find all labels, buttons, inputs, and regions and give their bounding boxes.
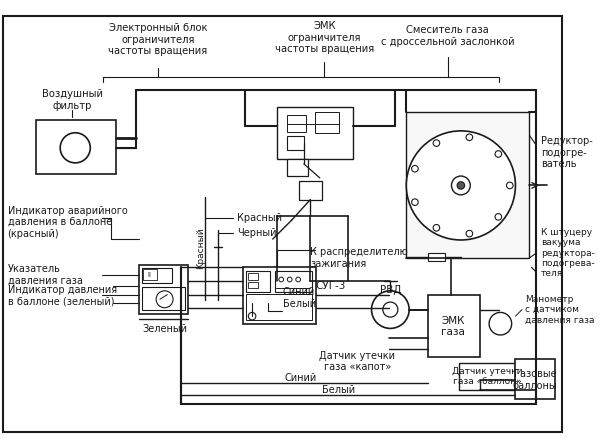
Text: Указатель
давления газа: Указатель давления газа [8, 264, 82, 285]
Bar [299, 181, 322, 199]
Text: РВД: РВД [380, 285, 401, 295]
Bar [247, 293, 312, 320]
Circle shape [412, 165, 418, 172]
Circle shape [451, 176, 470, 195]
Circle shape [495, 214, 502, 220]
Text: ЭМК
газа: ЭМК газа [442, 316, 465, 337]
Text: Индикатор аварийного
давления в баллоне
(красный): Индикатор аварийного давления в баллоне … [8, 206, 127, 239]
Text: Синий: Синий [285, 373, 317, 383]
Bar [515, 359, 555, 399]
Bar [275, 271, 312, 292]
Circle shape [466, 134, 473, 141]
Bar [248, 282, 258, 288]
Text: Синий: Синий [283, 287, 315, 297]
Circle shape [383, 302, 398, 317]
Circle shape [279, 277, 284, 282]
Text: Красный: Красный [237, 213, 282, 224]
Circle shape [60, 133, 90, 163]
Circle shape [466, 230, 473, 237]
Bar [142, 268, 172, 283]
Bar [459, 363, 515, 390]
Text: СУГ-3: СУГ-3 [315, 281, 346, 291]
Circle shape [287, 277, 292, 282]
Bar [428, 253, 445, 261]
Bar [247, 271, 270, 292]
Circle shape [156, 291, 173, 308]
Circle shape [406, 131, 515, 240]
Bar [428, 296, 479, 357]
Circle shape [296, 277, 301, 282]
Text: Газовые
баллоны: Газовые баллоны [513, 369, 557, 391]
Text: Индикатор давления
в баллоне (зеленый): Индикатор давления в баллоне (зеленый) [8, 284, 116, 306]
Text: Смеситель газа
с дроссельной заслонкой: Смеситель газа с дроссельной заслонкой [381, 25, 515, 47]
Bar [315, 112, 338, 133]
Bar [287, 115, 305, 132]
Bar [287, 159, 308, 176]
Circle shape [489, 312, 512, 335]
Bar [406, 112, 529, 258]
Text: Датчик утечки
газа «баллон»: Датчик утечки газа «баллон» [452, 366, 523, 386]
Circle shape [371, 291, 409, 328]
Text: Электронный блок
ограничителя
частоты вращения: Электронный блок ограничителя частоты вр… [109, 23, 208, 56]
Text: Черный: Черный [237, 228, 277, 238]
Bar [36, 120, 116, 174]
Text: Редуктор-
подогре-
ватель: Редуктор- подогре- ватель [541, 136, 593, 169]
Circle shape [457, 182, 464, 189]
Text: К распределителю
зажигания: К распределителю зажигания [310, 247, 408, 269]
Text: Красный: Красный [196, 228, 205, 269]
Circle shape [433, 140, 440, 146]
Bar [287, 136, 304, 150]
Circle shape [433, 224, 440, 231]
Text: Датчик утечки
газа «капот»: Датчик утечки газа «капот» [319, 350, 395, 372]
Bar [142, 287, 185, 310]
Text: Воздушный
фильтр: Воздушный фильтр [42, 89, 103, 111]
Circle shape [506, 182, 513, 189]
Text: Зеленый: Зеленый [142, 324, 187, 334]
Text: Манометр
с датчиком
давления газа: Манометр с датчиком давления газа [525, 295, 595, 324]
Circle shape [412, 199, 418, 206]
Bar [139, 265, 188, 314]
Bar [248, 273, 258, 280]
Text: II: II [148, 272, 152, 278]
Text: ЭМК
ограничителя
частоты вращения: ЭМК ограничителя частоты вращения [275, 21, 374, 54]
Circle shape [248, 312, 256, 320]
Text: Белый: Белый [322, 385, 355, 396]
Circle shape [495, 151, 502, 157]
Text: К штуцеру
вакуума
редуктора-
подогрева-
теля: К штуцеру вакуума редуктора- подогрева- … [541, 228, 595, 279]
Bar [143, 269, 157, 280]
Bar [277, 108, 353, 159]
Text: Белый: Белый [283, 299, 316, 309]
Bar [242, 267, 316, 324]
